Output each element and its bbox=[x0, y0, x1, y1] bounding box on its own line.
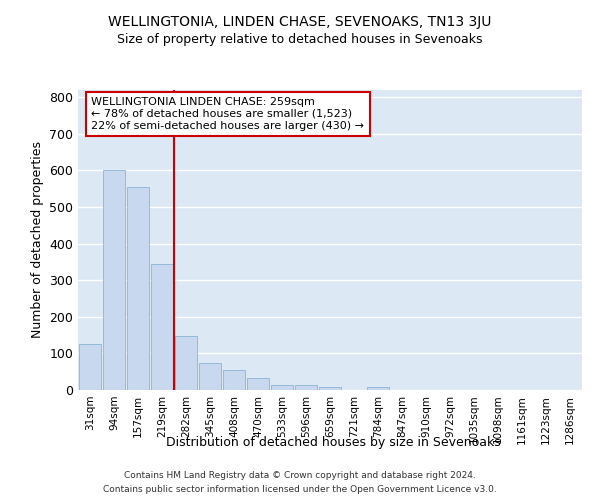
Bar bbox=[367, 388, 389, 390]
Bar bbox=[271, 384, 293, 390]
Bar bbox=[103, 170, 125, 390]
Bar bbox=[175, 336, 197, 390]
Text: WELLINGTONIA, LINDEN CHASE, SEVENOAKS, TN13 3JU: WELLINGTONIA, LINDEN CHASE, SEVENOAKS, T… bbox=[109, 15, 491, 29]
Bar bbox=[295, 385, 317, 390]
Text: WELLINGTONIA LINDEN CHASE: 259sqm
← 78% of detached houses are smaller (1,523)
2: WELLINGTONIA LINDEN CHASE: 259sqm ← 78% … bbox=[91, 98, 364, 130]
Bar bbox=[79, 344, 101, 390]
Y-axis label: Number of detached properties: Number of detached properties bbox=[31, 142, 44, 338]
Bar bbox=[223, 370, 245, 390]
Text: Distribution of detached houses by size in Sevenoaks: Distribution of detached houses by size … bbox=[166, 436, 500, 449]
Bar bbox=[151, 264, 173, 390]
Bar bbox=[247, 378, 269, 390]
Bar bbox=[127, 187, 149, 390]
Bar bbox=[199, 362, 221, 390]
Text: Contains public sector information licensed under the Open Government Licence v3: Contains public sector information licen… bbox=[103, 484, 497, 494]
Text: Contains HM Land Registry data © Crown copyright and database right 2024.: Contains HM Land Registry data © Crown c… bbox=[124, 472, 476, 480]
Text: Size of property relative to detached houses in Sevenoaks: Size of property relative to detached ho… bbox=[117, 32, 483, 46]
Bar bbox=[319, 387, 341, 390]
